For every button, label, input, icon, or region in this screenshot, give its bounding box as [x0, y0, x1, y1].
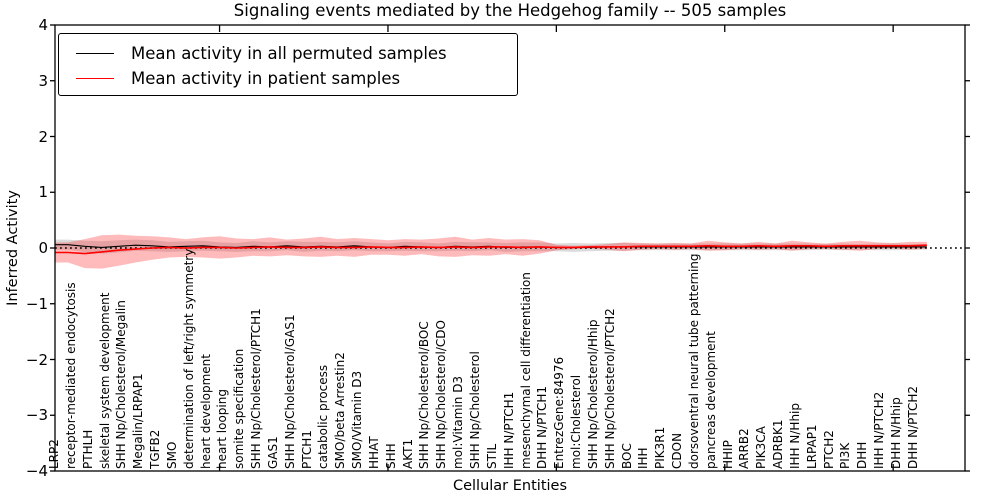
x-axis-label: Cellular Entities [452, 478, 568, 494]
x-category-label: SHH Np/Cholesterol/BOC [417, 321, 432, 469]
x-category-label: mesenchymal cell differentiation [518, 272, 533, 469]
x-category-label: catabolic process [316, 364, 331, 469]
x-category-label: PTCH2 [821, 430, 836, 469]
x-category-label: SHH [383, 443, 398, 469]
x-category-label: BOC [619, 443, 634, 469]
x-category-label: SMO/Vitamin D3 [350, 370, 365, 469]
x-category-label: IHH N/PTCH2 [872, 391, 887, 469]
x-category-label: SHH Np/Cholesterol/PTCH1 [249, 308, 264, 469]
x-category-label: SMO/beta Arrestin2 [333, 352, 348, 469]
x-category-label: PTHLH [80, 429, 95, 469]
y-tick-label: 2 [38, 127, 48, 146]
x-category-label: GAS1 [265, 436, 280, 469]
y-tick-label: −1 [25, 294, 48, 313]
x-category-label: TGFB2 [148, 429, 163, 469]
x-category-label: PTCH1 [299, 430, 314, 469]
legend-item-patient: Mean activity in patient samples [76, 66, 517, 91]
x-category-label: SMO [164, 441, 179, 469]
x-category-label: SHH Np/Cholesterol/Hhip [585, 319, 600, 469]
legend: Mean activity in all permuted samples Me… [58, 33, 518, 96]
x-category-label: LRPAP1 [804, 424, 819, 469]
x-category-label: PIK3R1 [653, 426, 668, 469]
x-category-label: PI3K [838, 442, 853, 469]
x-category-label: IHH N/Hhip [787, 403, 802, 469]
x-category-label: EntrezGene:84976 [552, 356, 567, 469]
x-category-label: AKT1 [400, 438, 415, 469]
x-category-label: DHH N/Hhip [889, 397, 903, 469]
x-category-label: determination of left/right symmetry [181, 248, 196, 469]
x-category-label: pancreas development [703, 331, 718, 469]
chart-title: Signaling events mediated by the Hedgeho… [233, 1, 787, 20]
x-category-label: IHH [636, 447, 651, 469]
x-category-label: Megalin/LRPAP1 [131, 373, 146, 469]
x-category-label: DHH [855, 441, 870, 469]
x-category-label: CDON [670, 432, 685, 469]
patient-line-sample-icon [76, 78, 114, 79]
x-category-label: skeletal system development [97, 292, 112, 469]
y-tick-label: −4 [25, 462, 48, 480]
x-category-label: somite specification [232, 348, 247, 469]
x-category-label: dorsoventral neural tube patterning [686, 253, 701, 469]
x-category-label: SHH Np/Cholesterol/GAS1 [282, 314, 297, 469]
x-category-label: HHIP [720, 440, 735, 469]
x-category-label: SHH Np/Cholesterol/PTCH2 [602, 308, 617, 469]
x-category-label: DHH N/PTCH1 [535, 385, 550, 469]
x-category-label: PIK3CA [754, 426, 769, 469]
x-category-label: heart looping [215, 389, 230, 469]
x-category-label: ADRBK1 [771, 419, 786, 469]
x-category-label: IHH N/PTCH1 [501, 391, 516, 469]
y-tick-label: 3 [38, 71, 48, 90]
x-category-label: SHH Np/Cholesterol [468, 351, 482, 469]
x-category-label: HHAT [366, 436, 381, 469]
x-category-label: mol:Vitamin D3 [451, 375, 466, 469]
x-category-label: receptor-mediated endocytosis [63, 282, 78, 469]
y-tick-label: 1 [38, 183, 48, 202]
legend-label-patient: Mean activity in patient samples [131, 69, 401, 88]
x-category-label: heart development [198, 354, 213, 469]
x-category-label: mol:Cholesterol [569, 374, 584, 469]
permuted-line-sample-icon [76, 53, 114, 54]
x-category-label: SHH Np/Cholesterol/CDO [434, 320, 449, 469]
y-tick-label: 4 [38, 16, 48, 34]
x-category-label: LRP2 [47, 439, 61, 469]
y-tick-label: −3 [25, 406, 48, 425]
x-category-label: SHH Np/Cholesterol/Megalin [114, 300, 129, 469]
x-category-label: DHH N/PTCH2 [905, 385, 920, 469]
y-tick-label: −2 [25, 350, 48, 369]
legend-label-permuted: Mean activity in all permuted samples [131, 44, 447, 63]
legend-item-permuted: Mean activity in all permuted samples [76, 41, 517, 66]
x-category-label: STIL [484, 443, 499, 469]
y-tick-label: 0 [38, 239, 48, 257]
x-category-label: ARRB2 [737, 428, 752, 469]
